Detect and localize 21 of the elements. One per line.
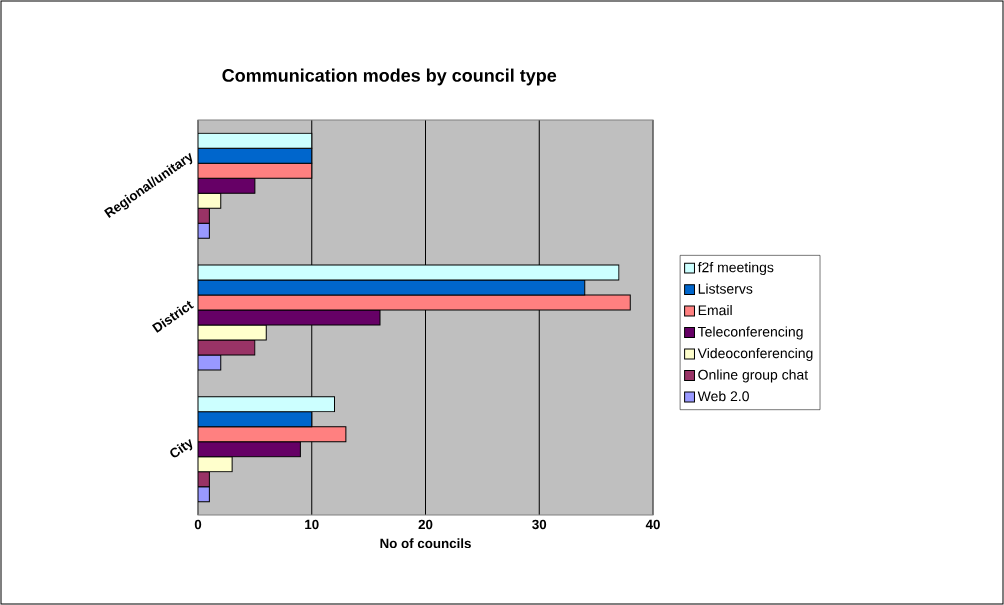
bar <box>198 426 347 443</box>
bar <box>198 147 313 164</box>
x-tick-label: 0 <box>194 519 202 530</box>
y-tick-label: City <box>170 438 193 458</box>
legend-label: Listservs <box>698 283 753 294</box>
bar <box>198 441 301 458</box>
legend-label: Online group chat <box>698 369 809 383</box>
x-tick-label: 30 <box>532 519 547 530</box>
legend-label: Web 2.0 <box>697 390 749 402</box>
legend-label: Teleconferencing <box>697 326 803 340</box>
legend-label: f2f meetings <box>697 262 774 276</box>
legend-label: Email <box>698 304 732 316</box>
x-tick-label: 40 <box>645 519 660 530</box>
x-tick-label: 10 <box>305 519 319 530</box>
bar <box>198 411 313 428</box>
x-tick-label: 20 <box>418 519 433 530</box>
chart-title: Communication modes by council type <box>222 68 557 86</box>
bar <box>198 162 313 179</box>
x-axis-title: No of councils <box>380 538 471 549</box>
legend-label: Videoconferencing <box>697 347 813 361</box>
bar <box>198 177 256 194</box>
